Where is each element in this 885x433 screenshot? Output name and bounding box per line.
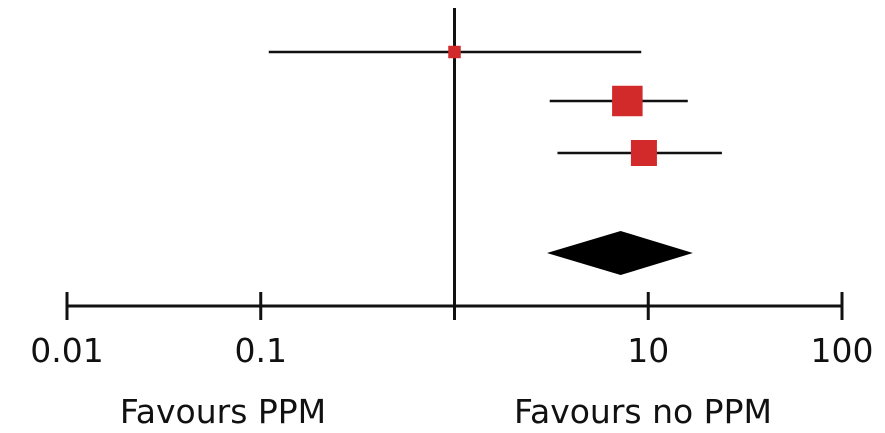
study-marker <box>630 140 657 166</box>
x-tick-label: 0.01 <box>30 331 103 370</box>
study-marker <box>612 85 643 117</box>
favours-right-label: Favours no PPM <box>514 392 772 431</box>
study-marker <box>448 45 461 59</box>
x-tick-label: 0.1 <box>235 331 287 370</box>
x-tick-label: 100 <box>811 331 874 370</box>
x-tick-label: 10 <box>627 331 669 370</box>
pooled-diamond <box>546 231 693 275</box>
favours-left-label: Favours PPM <box>120 392 326 431</box>
